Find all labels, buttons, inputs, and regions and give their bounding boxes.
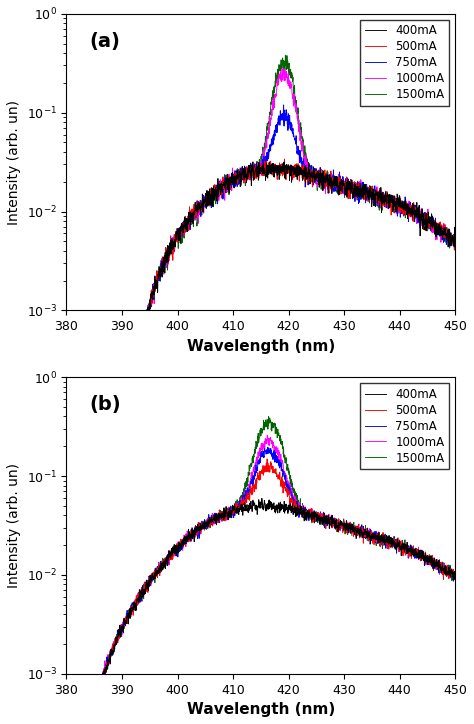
1500mA (253, 445, 258, 454)
400mA (242, 501, 248, 510)
1000mA (253, 464, 258, 473)
Line: 750mA: 750mA (66, 105, 455, 409)
500mA (452, 243, 458, 251)
750mA (242, 494, 248, 503)
500mA (282, 155, 287, 164)
1000mA (253, 161, 258, 170)
Line: 500mA: 500mA (66, 459, 455, 724)
750mA (253, 469, 258, 478)
Line: 1500mA: 1500mA (66, 55, 455, 409)
X-axis label: Wavelength (nm): Wavelength (nm) (187, 339, 335, 353)
Line: 500mA: 500mA (66, 159, 455, 409)
1500mA (242, 479, 248, 488)
500mA (242, 169, 248, 177)
1000mA (370, 530, 375, 539)
400mA (441, 230, 447, 239)
1500mA (441, 560, 447, 569)
500mA (253, 476, 258, 485)
1500mA (452, 574, 458, 583)
750mA (441, 228, 447, 237)
400mA (441, 224, 447, 232)
1000mA (441, 568, 447, 576)
Line: 400mA: 400mA (66, 498, 455, 724)
500mA (441, 559, 447, 568)
1000mA (441, 564, 447, 573)
400mA (253, 502, 258, 510)
400mA (452, 237, 458, 245)
1500mA (370, 530, 375, 539)
1000mA (64, 405, 69, 413)
400mA (441, 563, 447, 572)
Line: 1000mA: 1000mA (66, 435, 455, 724)
1000mA (441, 227, 447, 235)
1500mA (452, 246, 458, 255)
500mA (83, 405, 89, 413)
1500mA (253, 168, 258, 177)
750mA (441, 230, 447, 239)
500mA (441, 563, 447, 571)
500mA (452, 571, 458, 580)
1500mA (83, 405, 89, 413)
750mA (83, 405, 89, 413)
750mA (370, 191, 375, 200)
750mA (452, 241, 458, 250)
400mA (441, 564, 447, 573)
1000mA (264, 431, 270, 439)
Y-axis label: Intensity (arb. un): Intensity (arb. un) (7, 463, 21, 588)
1500mA (64, 405, 69, 413)
750mA (370, 531, 375, 539)
1500mA (441, 224, 447, 233)
1500mA (441, 227, 447, 236)
Legend: 400mA, 500mA, 750mA, 1000mA, 1500mA: 400mA, 500mA, 750mA, 1000mA, 1500mA (360, 20, 449, 106)
1000mA (452, 570, 458, 578)
1500mA (283, 51, 288, 59)
1500mA (242, 168, 248, 177)
400mA (242, 165, 248, 174)
Line: 400mA: 400mA (66, 162, 455, 409)
400mA (83, 405, 89, 413)
750mA (452, 568, 458, 577)
750mA (265, 443, 271, 452)
750mA (441, 565, 447, 574)
Line: 750mA: 750mA (66, 447, 455, 724)
1500mA (266, 412, 272, 421)
Line: 1500mA: 1500mA (66, 416, 455, 724)
400mA (370, 534, 375, 543)
500mA (370, 529, 375, 538)
400mA (452, 571, 458, 580)
Text: (a): (a) (90, 32, 121, 51)
Legend: 400mA, 500mA, 750mA, 1000mA, 1500mA: 400mA, 500mA, 750mA, 1000mA, 1500mA (360, 383, 449, 469)
750mA (441, 569, 447, 578)
400mA (64, 405, 69, 413)
1500mA (441, 566, 447, 575)
750mA (281, 101, 286, 109)
1000mA (83, 405, 89, 413)
1000mA (441, 227, 447, 236)
750mA (242, 169, 248, 178)
500mA (370, 193, 375, 201)
500mA (242, 497, 248, 505)
1000mA (282, 64, 287, 73)
500mA (441, 219, 447, 228)
Y-axis label: Intensity (arb. un): Intensity (arb. un) (7, 100, 21, 224)
750mA (64, 405, 69, 413)
1000mA (370, 182, 375, 190)
750mA (253, 162, 258, 171)
1500mA (370, 186, 375, 195)
Text: (b): (b) (90, 395, 121, 414)
500mA (264, 455, 270, 463)
400mA (370, 188, 375, 197)
400mA (253, 167, 258, 175)
1000mA (242, 490, 248, 499)
500mA (253, 160, 258, 169)
1000mA (242, 172, 248, 181)
1000mA (452, 230, 458, 239)
400mA (259, 494, 264, 502)
X-axis label: Wavelength (nm): Wavelength (nm) (187, 702, 335, 717)
500mA (64, 405, 69, 413)
400mA (250, 158, 256, 167)
500mA (441, 233, 447, 242)
Line: 1000mA: 1000mA (66, 69, 455, 409)
